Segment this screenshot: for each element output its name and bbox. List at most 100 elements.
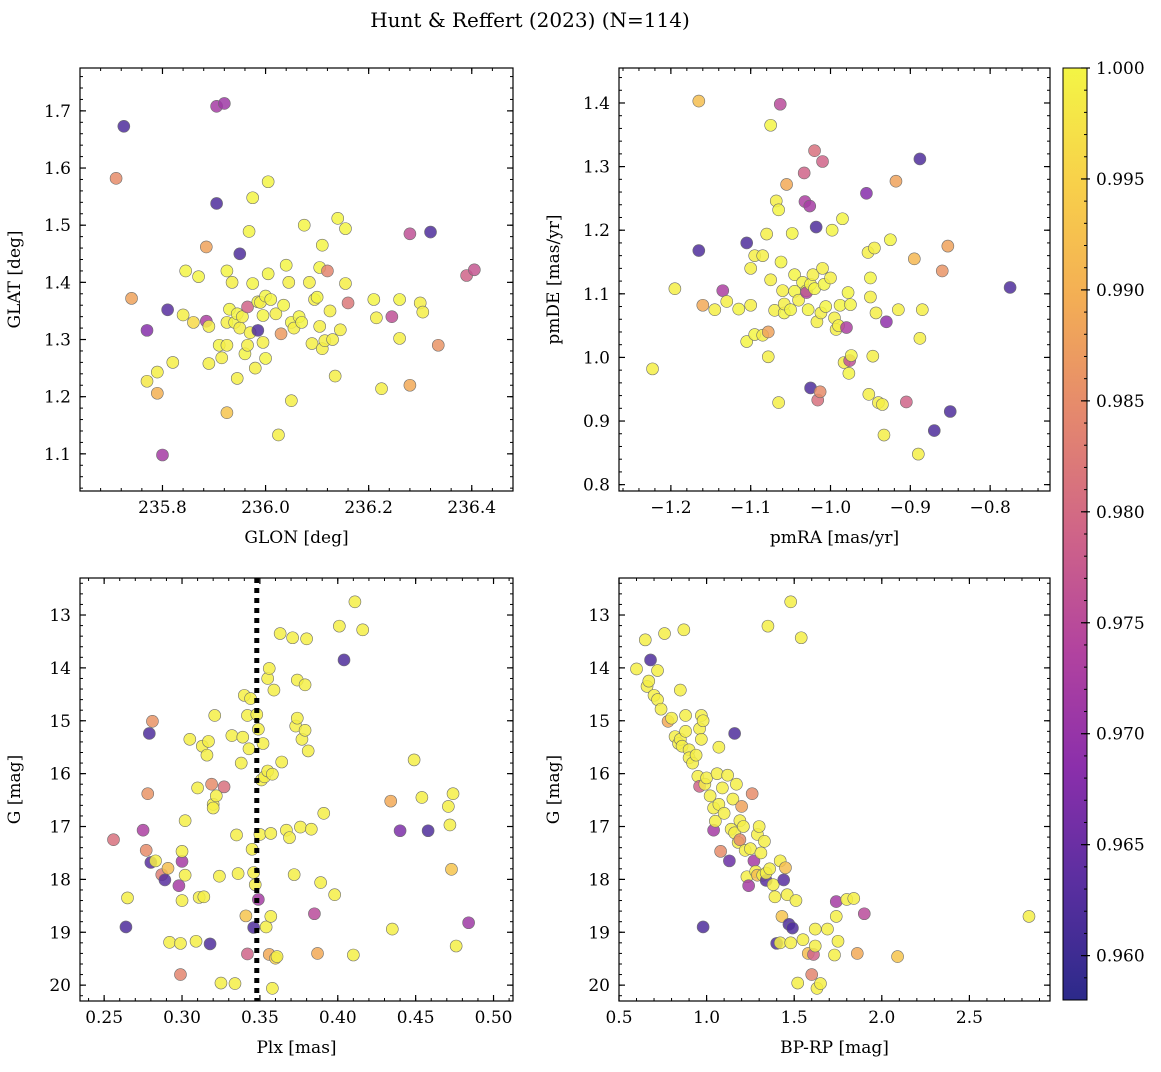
data-point	[125, 292, 138, 305]
data-point	[213, 869, 226, 883]
data-point	[941, 239, 955, 253]
data-point	[716, 284, 730, 297]
data-point	[754, 846, 768, 860]
data-point	[696, 298, 710, 312]
data-point	[797, 166, 811, 180]
x-tick-label: −0.8	[969, 498, 1010, 518]
data-point	[735, 800, 748, 813]
y-axis-label: G [mag]	[544, 755, 564, 824]
data-point	[367, 293, 381, 306]
y-tick-label: 18	[588, 870, 610, 890]
data-point	[784, 303, 797, 317]
data-point	[692, 244, 706, 257]
data-point	[370, 311, 383, 325]
data-point	[862, 388, 876, 401]
data-point	[317, 806, 331, 820]
data-point	[824, 271, 837, 285]
data-point	[347, 948, 360, 962]
y-tick-label: 17	[49, 818, 71, 838]
y-tick-label: 16	[588, 765, 610, 785]
x-tick-label: 2.0	[868, 1008, 895, 1028]
data-point	[654, 702, 668, 716]
y-tick-label: 13	[588, 606, 610, 626]
data-point	[328, 888, 341, 902]
x-tick-label: 0.30	[163, 1008, 201, 1028]
data-point	[175, 894, 189, 907]
data-point	[220, 338, 234, 352]
data-point	[841, 286, 855, 299]
data-point	[740, 236, 754, 250]
data-point	[913, 332, 927, 345]
data-point	[225, 276, 239, 289]
y-tick-label: 20	[588, 976, 610, 996]
y-axis-label: pmDE [mas/yr]	[544, 214, 564, 344]
data-point	[279, 258, 293, 272]
x-tick-label: 235.8	[138, 498, 187, 518]
data-point	[880, 315, 893, 329]
y-tick-label: 19	[49, 923, 71, 943]
data-point	[796, 933, 810, 946]
data-point	[393, 293, 406, 306]
panel-bprp-g: 0.5 1.0 1.5 2.0 2.5 13 14 15 16 17 18 19 20 BP-RP [ma…	[544, 577, 1051, 1058]
data-point	[326, 333, 339, 346]
data-point	[314, 876, 327, 889]
data-point	[385, 310, 399, 323]
data-point	[646, 362, 659, 376]
data-point	[298, 678, 312, 692]
data-point	[339, 222, 352, 235]
data-point	[806, 268, 820, 282]
data-point	[140, 374, 154, 388]
data-point	[777, 873, 790, 887]
data-point	[742, 879, 755, 893]
data-point	[668, 282, 682, 296]
data-point	[761, 619, 775, 633]
data-point	[700, 771, 713, 785]
data-point	[305, 337, 319, 350]
data-point	[174, 937, 187, 950]
y-tick-label: 0.8	[583, 476, 610, 496]
colorbar-tick-label: 0.975	[1096, 614, 1145, 634]
data-point	[308, 907, 321, 921]
data-point	[251, 324, 265, 337]
data-point	[789, 894, 803, 907]
data-point	[267, 683, 281, 697]
data-point	[773, 936, 787, 950]
data-point	[415, 791, 429, 804]
data-point	[315, 238, 329, 252]
data-point	[740, 335, 754, 348]
data-point	[761, 350, 775, 364]
data-point	[246, 191, 259, 205]
data-point	[814, 977, 827, 990]
data-point	[756, 249, 769, 262]
data-point	[864, 271, 877, 285]
data-point	[908, 252, 921, 266]
data-point	[446, 787, 460, 801]
data-point	[242, 742, 256, 756]
data-point	[443, 818, 457, 832]
data-point	[303, 276, 316, 289]
data-point	[139, 844, 153, 857]
y-tick-label: 16	[49, 765, 71, 785]
colorbar-tick-label: 0.990	[1096, 281, 1145, 301]
data-point	[831, 934, 845, 948]
data-point	[864, 290, 877, 304]
data-point	[744, 262, 757, 275]
data-point	[877, 428, 891, 442]
x-tick-label: 236.4	[447, 498, 496, 518]
data-point	[943, 405, 957, 418]
data-point	[679, 709, 692, 722]
data-point	[236, 730, 250, 744]
data-point	[869, 306, 883, 320]
panel-pmra-pmde: −1.2 −1.1 −1.0 −0.9 −0.8 0.8 0.9 1.0 1.1 1.2 1.3 1.…	[544, 67, 1051, 548]
data-point	[287, 868, 301, 881]
y-tick-label: 1.4	[583, 94, 610, 114]
data-point	[403, 378, 417, 392]
data-point	[788, 268, 801, 282]
x-tick-label: 0.25	[85, 1008, 123, 1028]
data-point	[205, 777, 218, 791]
data-point	[431, 338, 445, 352]
y-tick-label: 1.4	[44, 273, 71, 293]
data-point	[424, 225, 437, 239]
data-point	[117, 120, 131, 133]
